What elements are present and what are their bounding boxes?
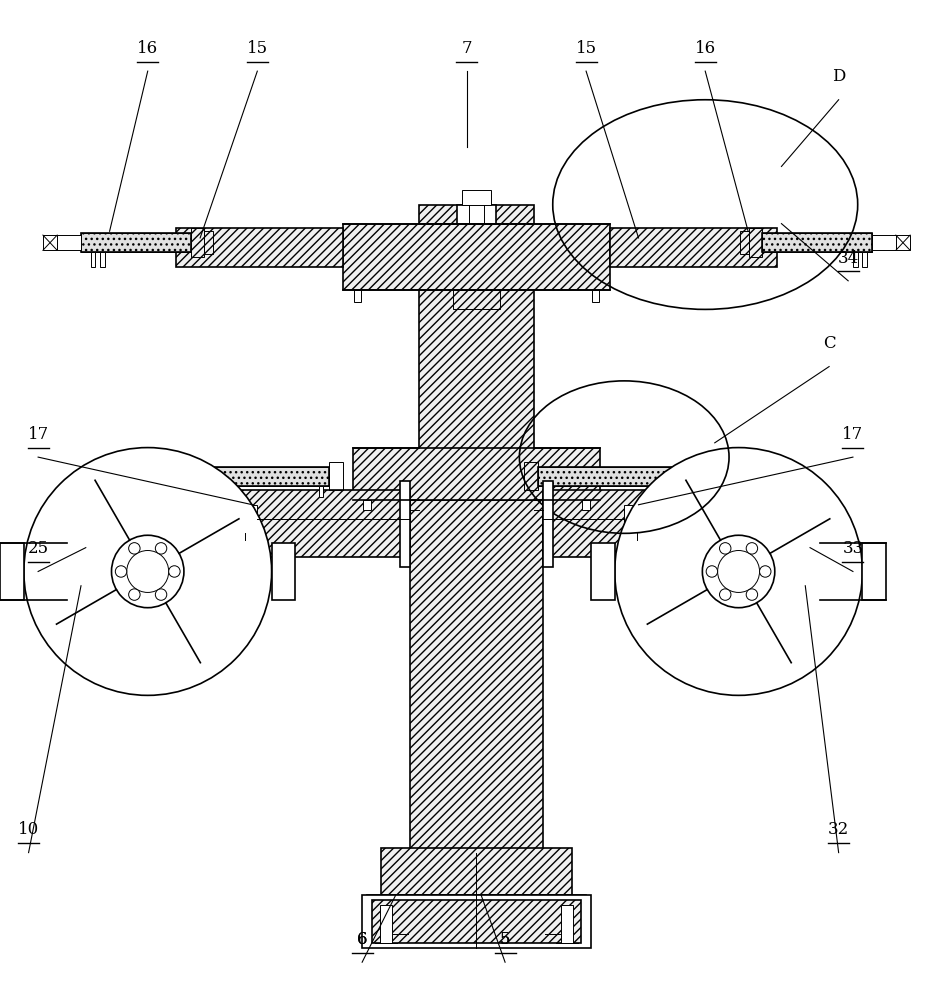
Circle shape [24, 448, 271, 695]
Text: 6: 6 [356, 931, 367, 948]
Bar [685, 462, 700, 490]
Circle shape [129, 589, 140, 600]
Bar [43, 235, 57, 250]
Bar [380, 905, 391, 943]
Bar [676, 486, 680, 497]
Circle shape [717, 551, 759, 592]
Bar [0, 543, 24, 600]
Bar [233, 505, 257, 533]
Bar [543, 490, 819, 557]
Bar [549, 895, 555, 934]
Bar [452, 290, 500, 309]
Bar [328, 462, 343, 490]
Text: 17: 17 [842, 426, 863, 443]
Bar [67, 490, 409, 557]
Text: 15: 15 [247, 40, 268, 57]
Bar [761, 233, 871, 252]
Bar [561, 905, 572, 943]
Text: 33: 33 [842, 540, 863, 557]
Circle shape [111, 535, 184, 608]
Bar [871, 235, 895, 250]
Bar [582, 500, 589, 510]
Bar [748, 228, 762, 257]
Bar [81, 233, 190, 252]
Text: 5: 5 [499, 931, 510, 948]
Bar [190, 228, 204, 257]
Bar [547, 486, 551, 497]
Bar [761, 233, 871, 252]
Circle shape [155, 543, 167, 554]
Bar [457, 205, 495, 224]
Bar [419, 205, 533, 691]
Text: 16: 16 [694, 40, 715, 57]
Bar [90, 252, 95, 267]
Bar [862, 543, 885, 600]
Bar [190, 486, 194, 497]
Bar [363, 500, 370, 510]
Text: 32: 32 [827, 821, 848, 838]
Circle shape [745, 543, 757, 554]
Text: 10: 10 [18, 821, 39, 838]
Bar [167, 462, 181, 490]
Bar [176, 228, 343, 267]
Bar [524, 462, 538, 490]
Text: 5: 5 [499, 931, 510, 948]
Bar [352, 448, 600, 500]
Bar [181, 467, 328, 486]
Circle shape [155, 589, 167, 600]
Bar [319, 486, 323, 497]
Bar [57, 235, 81, 250]
Circle shape [619, 540, 653, 574]
Bar [100, 252, 105, 267]
Bar [353, 290, 361, 302]
Text: 17: 17 [28, 426, 49, 443]
Circle shape [745, 589, 757, 600]
Circle shape [719, 543, 730, 554]
Bar [204, 231, 213, 254]
Bar [397, 895, 403, 934]
Bar [271, 543, 295, 600]
Circle shape [705, 566, 717, 577]
Bar [81, 233, 190, 252]
Bar [591, 290, 599, 302]
Text: 16: 16 [137, 40, 158, 57]
Text: 6: 6 [356, 931, 367, 948]
Bar [590, 543, 614, 600]
Circle shape [169, 566, 180, 577]
Bar [367, 895, 585, 919]
Circle shape [127, 551, 169, 592]
Text: 15: 15 [575, 40, 596, 57]
Bar [862, 252, 866, 267]
Bar [409, 500, 543, 853]
Bar [739, 231, 748, 254]
Circle shape [702, 535, 774, 608]
Bar [371, 900, 581, 943]
Circle shape [129, 543, 140, 554]
Bar [343, 224, 609, 290]
Text: 7: 7 [461, 40, 472, 57]
Circle shape [614, 448, 862, 695]
Bar [400, 481, 409, 567]
Bar [895, 235, 909, 250]
Bar [852, 252, 857, 267]
Circle shape [759, 566, 770, 577]
Bar [538, 467, 685, 486]
Circle shape [719, 589, 730, 600]
Text: C: C [822, 335, 835, 352]
Bar [462, 190, 490, 205]
Bar [543, 481, 552, 567]
Bar [609, 228, 776, 267]
Text: D: D [831, 68, 844, 85]
Text: 34: 34 [837, 250, 858, 267]
Circle shape [228, 540, 262, 574]
Bar [538, 467, 685, 486]
Bar [181, 467, 328, 486]
Circle shape [115, 566, 127, 577]
Bar [381, 848, 571, 895]
Bar [624, 505, 647, 533]
Text: 25: 25 [28, 540, 49, 557]
Bar [362, 895, 590, 948]
